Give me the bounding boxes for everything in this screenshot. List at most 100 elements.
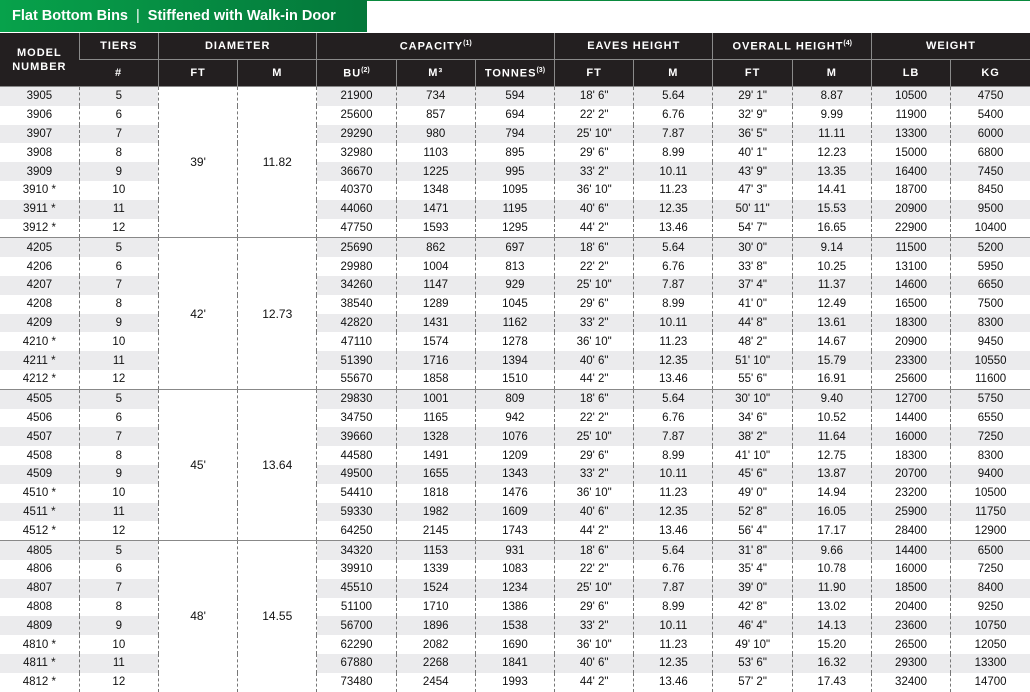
cell-lb: 13300 [870,124,951,144]
cell-m3: 1716 [395,351,476,370]
cell-model: 4509 [0,464,80,484]
cell-bu: 56700 [316,616,397,636]
cell-tonnes: 1609 [474,502,555,522]
cell-kg: 5400 [950,105,1030,125]
cell-overall-ft: 37' 4" [712,275,793,295]
cell-eaves-m: 7.87 [633,578,713,598]
table-row: 4206 6 29980 1004 813 22' 2" 6.76 33' 8" 10.25 13… [0,257,1030,276]
specs-table: MODEL NUMBER TIERS DIAMETER CAPACITY(1) … [0,33,1030,692]
cell-tiers: 12 [78,672,159,692]
cell-lb: 10500 [870,85,951,106]
cell-bu: 44060 [316,199,397,219]
table-row: 3910 * 10 40370 1348 1095 36' 10" 11.23 47' 3" 1… [0,180,1030,200]
table-row: 4205 5 42' 12.73 25690 862 697 18' 6" 5.64 30' 0"… [0,237,1030,390]
table-row: 3908 8 32980 1103 895 29' 6" 8.99 40' 1" 12.23 15… [0,143,1030,163]
header-overall: OVERALL HEIGHT(4) [712,33,872,60]
cell-bu: 45510 [316,578,397,598]
cell-m3: 1471 [395,199,476,219]
cell-overall-ft: 48' 2" [712,332,793,352]
cell-tiers: 6 [78,105,159,125]
table-row: 4809 9 56700 1896 1538 33' 2" 10.11 46' 4" 14.13… [0,616,1030,636]
cell-overall-ft: 35' 4" [712,559,793,579]
cell-kg: 10400 [950,218,1030,238]
cell-model: 4506 [26,411,53,424]
cell-tonnes: 1394 [474,351,555,370]
cell-tonnes: 1076 [474,427,555,447]
cell-overall-m: 17.43 [791,672,872,692]
cell-overall-ft: 32' 9" [712,105,793,125]
cell-kg: 9400 [950,464,1030,484]
cell-bu: 47110 [316,332,397,352]
cell-m3: 1225 [395,162,476,181]
cell-overall-ft: 49' 10" [712,635,793,654]
cell-bu: 25600 [316,105,397,125]
cell-overall-ft: 44' 8" [712,313,793,333]
cell-eaves-m: 5.64 [633,388,713,409]
header-model: MODEL NUMBER [0,33,80,87]
cell-eaves-ft: 29' 6" [554,597,634,617]
cell-tiers: 9 [78,313,159,333]
cell-lb: 16400 [870,162,951,181]
cell-eaves-ft: 29' 6" [554,143,634,163]
cell-tiers: 9 [78,464,159,484]
cell-lb: 11500 [870,237,951,258]
table-row: 4510 * 10 54410 1818 1476 36' 10" 11.23 49' 0" 1… [0,483,1030,503]
cell-tonnes: 1476 [474,483,555,503]
cell-overall-ft: 45' 6" [712,464,793,484]
table-row: 4511 * 11 59330 1982 1609 40' 6" 12.35 52' 8" 16… [0,502,1030,522]
cell-eaves-m: 13.46 [633,218,713,238]
cell-overall-ft: 41' 10" [712,446,793,465]
table-row: 4508 8 44580 1491 1209 29' 6" 8.99 41' 10" 12.75… [0,446,1030,465]
table-row: 4505 5 45' 13.64 29830 1001 809 18' 6" 5.64 30' 1… [0,388,1030,541]
cell-model: 4505 [0,388,80,409]
cell-tiers: 9 [78,616,159,636]
cell-overall-ft: 53' 6" [712,653,793,673]
header-m3: M³ [395,59,476,87]
cell-model: 4206 [26,260,53,273]
title-sub: Stiffened with Walk-in Door [147,8,336,24]
cell-tonnes: 995 [474,162,555,181]
cell-eaves-m: 11.23 [633,483,713,503]
cell-bu: 64250 [316,521,397,541]
cell-lb: 13100 [870,257,951,276]
cell-eaves-m: 11.23 [633,332,713,352]
cell-model: 3906 [26,109,53,122]
cell-model: 4812 * [22,676,56,689]
cell-lb: 15000 [870,143,951,163]
cell-lb: 20900 [870,332,951,352]
cell-kg: 10500 [950,483,1030,503]
footnote-4: (4) [843,39,852,47]
cell-tiers: 7 [78,124,159,144]
cell-overall-m: 14.13 [791,616,872,636]
cell-tonnes: 1083 [474,559,555,579]
cell-tiers: 7 [78,427,159,447]
table-row: 4810 * 10 62290 2082 1690 36' 10" 11.23 49' 10"… [0,635,1030,654]
cell-eaves-m: 11.23 [633,635,713,654]
table-row: 4209 9 42820 1431 1162 33' 2" 10.11 44' 8" 13.61… [0,313,1030,333]
cell-bu: 29980 [316,257,397,276]
cell-eaves-m: 7.87 [633,427,713,447]
cell-tonnes: 809 [474,388,555,409]
title-separator: | [136,8,140,24]
cell-eaves-ft: 25' 10" [554,427,634,447]
cell-m3: 1896 [395,616,476,636]
cell-m3: 1431 [395,313,476,333]
cell-eaves-m: 7.87 [633,275,713,295]
cell-tiers: 11 [78,653,159,673]
cell-tonnes: 1743 [474,521,555,541]
cell-bu: 47750 [316,218,397,238]
cell-model: 4807 [0,578,80,598]
cell-lb: 29300 [870,653,951,673]
cell-model: 3911 * [0,199,80,219]
cell-diameter-ft: 42' [157,237,238,390]
cell-tiers: 10 [78,635,159,654]
cell-eaves-m: 13.46 [633,521,713,541]
cell-tonnes: 1195 [474,199,555,219]
cell-m3: 1103 [395,143,476,163]
cell-eaves-m: 6.76 [633,559,713,579]
cell-bu: 25690 [316,237,397,258]
cell-overall-m: 9.66 [791,540,872,560]
cell-m3: 1818 [395,483,476,503]
cell-bu: 29290 [316,124,397,144]
cell-tiers: 12 [78,521,159,541]
